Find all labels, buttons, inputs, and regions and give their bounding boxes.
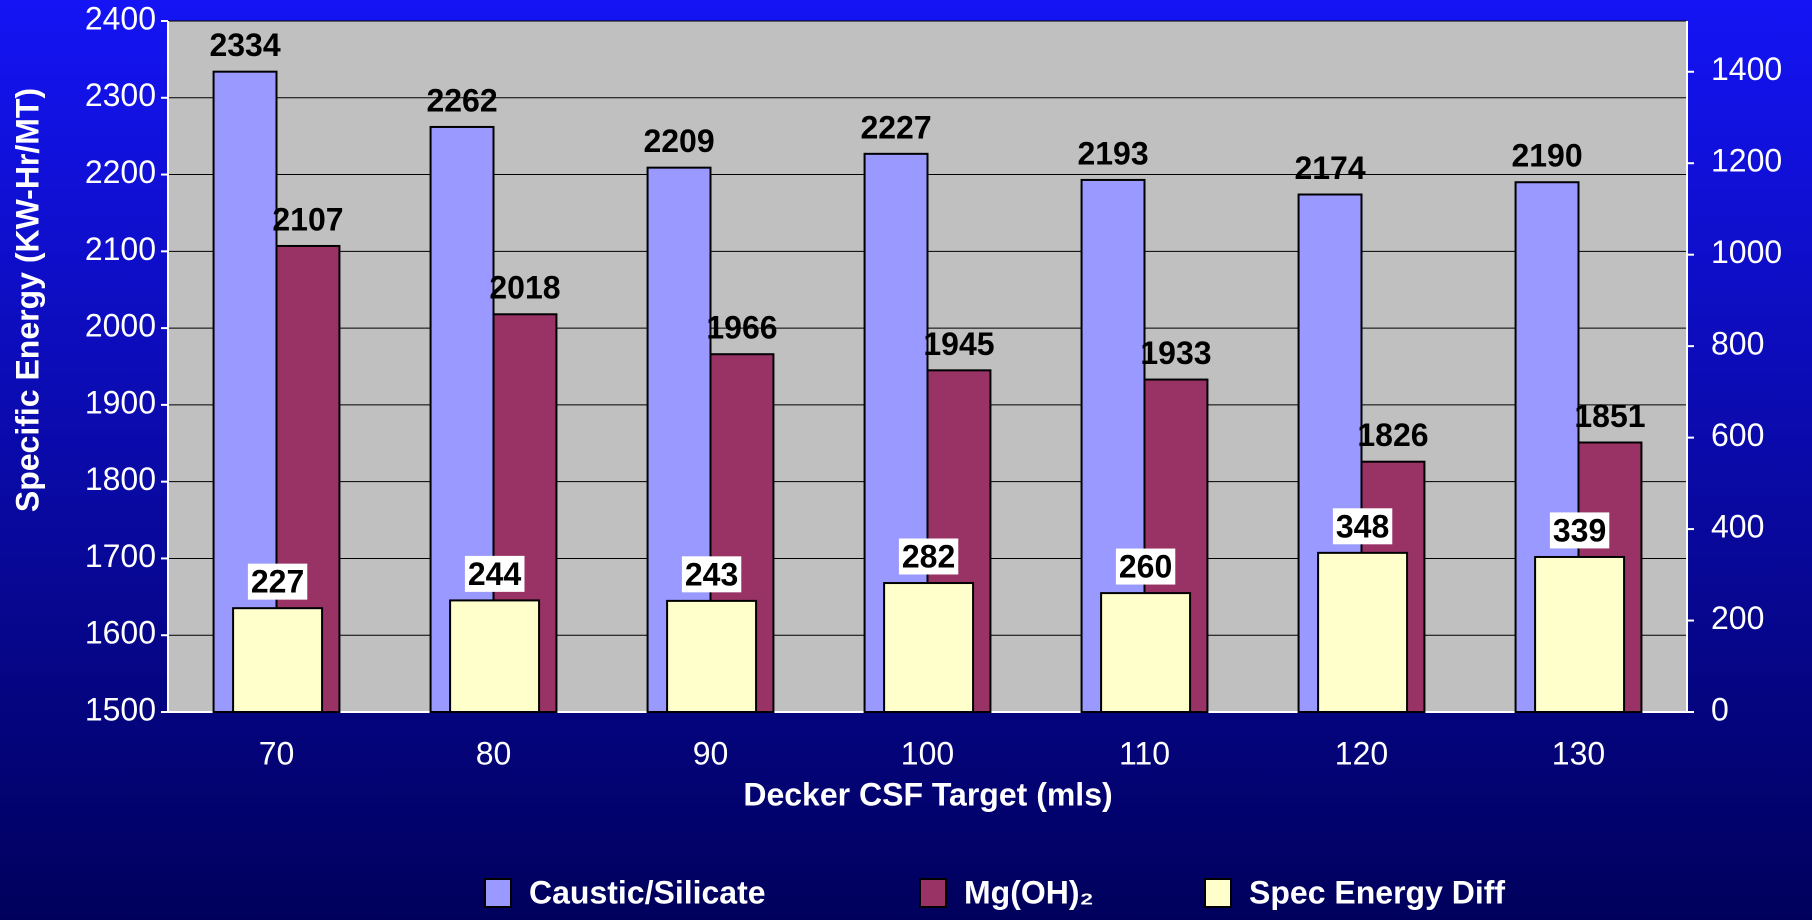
y-tick-label: 1800 [85, 461, 156, 497]
y2-tick-label: 600 [1711, 417, 1764, 453]
data-label: 2209 [643, 123, 714, 159]
data-label: 2262 [426, 82, 497, 118]
y2-tick-label: 1200 [1711, 143, 1782, 179]
y2-tick-label: 800 [1711, 326, 1764, 362]
y-tick-label: 2400 [85, 0, 156, 36]
y2-tick-label: 1400 [1711, 51, 1782, 87]
legend-label: Spec Energy Diff [1249, 874, 1505, 910]
data-label-box [1115, 548, 1176, 585]
data-label: 244 [468, 556, 522, 592]
data-label-box [1332, 508, 1393, 545]
data-label: 243 [685, 556, 738, 592]
y-tick-label: 1900 [85, 384, 156, 420]
data-label: 348 [1336, 508, 1389, 544]
bar [1317, 551, 1409, 713]
y-tick-label: 1600 [85, 615, 156, 651]
data-label: 1851 [1574, 398, 1645, 434]
legend-swatch [919, 878, 947, 908]
bar [1534, 555, 1626, 713]
bar [212, 70, 278, 713]
data-label: 2227 [860, 109, 931, 145]
data-label: 227 [251, 564, 304, 600]
data-label: 260 [1119, 549, 1172, 585]
bar [883, 582, 975, 713]
data-label: 339 [1553, 512, 1606, 548]
data-label: 2107 [272, 201, 343, 237]
y-axis-label: Specific Energy (KW-Hr/MT) [9, 88, 45, 512]
legend-swatch [1204, 878, 1232, 908]
bar [1100, 592, 1192, 714]
x-tick-label: 90 [693, 735, 729, 771]
x-tick-label: 110 [1119, 735, 1170, 771]
data-label-box [1549, 512, 1610, 549]
data-label-box [898, 538, 959, 575]
y-tick-label: 1700 [85, 538, 156, 574]
y-tick-label: 2200 [85, 154, 156, 190]
x-tick-label: 120 [1335, 735, 1388, 771]
x-axis-label: Decker CSF Target (mls) [743, 776, 1112, 812]
bar [232, 607, 324, 713]
x-tick-label: 80 [476, 735, 512, 771]
data-label-box [464, 555, 525, 592]
data-label: 1933 [1140, 335, 1211, 371]
y2-tick-label: 400 [1711, 509, 1764, 545]
y2-tick-label: 1000 [1711, 234, 1782, 270]
data-label: 2334 [209, 27, 280, 63]
y-tick-label: 2000 [85, 308, 156, 344]
data-label: 2193 [1077, 135, 1148, 171]
y-tick-label: 2100 [85, 231, 156, 267]
data-label: 1966 [706, 310, 777, 346]
y-tick-label: 1500 [85, 691, 156, 727]
y2-tick-label: 0 [1711, 691, 1729, 727]
data-label: 2190 [1511, 138, 1582, 174]
legend-label: Mg(OH)₂ [964, 874, 1094, 910]
data-label: 2018 [489, 270, 560, 306]
legend-label: Caustic/Silicate [529, 874, 766, 910]
legend-swatch [484, 878, 512, 908]
bar [666, 599, 758, 713]
x-tick-label: 100 [901, 735, 954, 771]
data-label: 282 [902, 538, 955, 574]
x-tick-label: 70 [259, 735, 295, 771]
data-label-box [681, 556, 742, 593]
data-label: 1945 [923, 326, 994, 362]
y2-tick-label: 200 [1711, 600, 1764, 636]
bar [449, 599, 541, 713]
y-tick-label: 2300 [85, 77, 156, 113]
data-label-box [247, 563, 308, 600]
data-label: 2174 [1294, 150, 1365, 186]
x-tick-label: 130 [1552, 735, 1605, 771]
data-label: 1826 [1357, 417, 1428, 453]
